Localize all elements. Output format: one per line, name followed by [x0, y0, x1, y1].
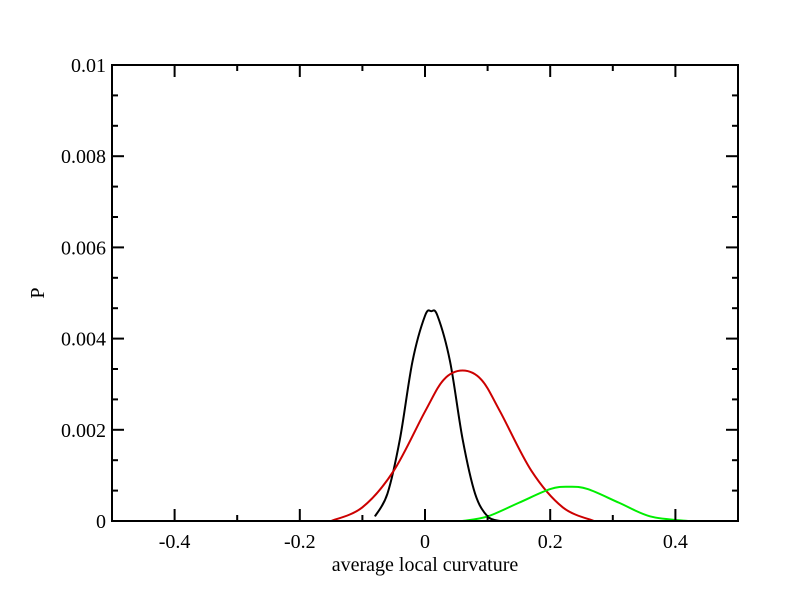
axis-ticks — [111, 64, 739, 522]
x-tick-labels: -0.4 -0.2 0 0.2 0.4 — [159, 531, 688, 553]
y-tick-label: 0.01 — [71, 55, 106, 77]
series-line-1 — [374, 309, 501, 522]
x-tick-label: -0.4 — [159, 531, 191, 553]
y-tick-labels: 0 0.002 0.004 0.006 0.008 0.01 — [61, 55, 106, 533]
plot-frame — [111, 64, 739, 522]
y-tick-label: 0 — [96, 511, 106, 533]
y-tick-label: 0.004 — [61, 329, 106, 351]
x-tick-label: 0.2 — [538, 531, 563, 553]
series-line-2 — [330, 369, 595, 522]
y-tick-label: 0.002 — [61, 420, 106, 442]
y-axis-label: P — [27, 287, 49, 298]
y-tick-label: 0.006 — [61, 237, 106, 259]
x-tick-label: 0 — [420, 531, 430, 553]
x-tick-label: 0.4 — [663, 531, 688, 553]
series-line-3 — [462, 485, 689, 522]
y-tick-label: 0.008 — [61, 146, 106, 168]
plot-curves — [330, 309, 689, 522]
x-tick-label: -0.2 — [284, 531, 316, 553]
x-axis-label: average local curvature — [332, 554, 519, 576]
